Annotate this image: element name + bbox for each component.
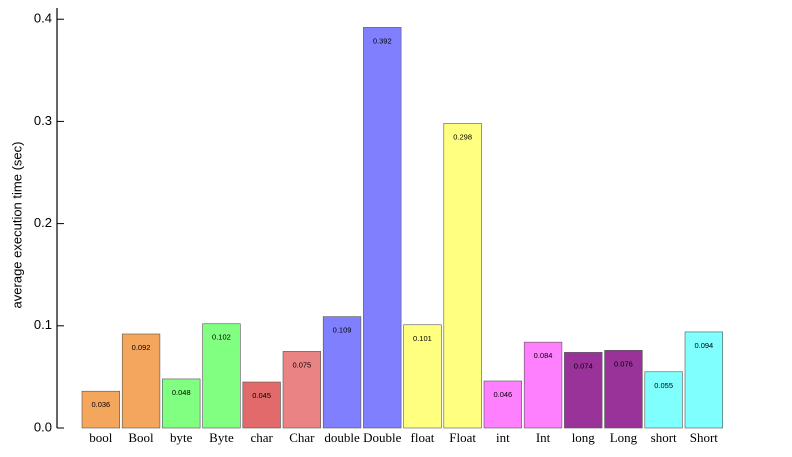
value-label: 0.109 [333, 326, 352, 335]
x-tick-label: Byte [209, 430, 234, 445]
bar [242, 381, 281, 429]
x-tick-label: short [651, 430, 677, 445]
x-tick-label: double [324, 430, 360, 445]
x-tick-label: Bool [128, 430, 154, 445]
bar [483, 380, 523, 429]
value-label: 0.076 [614, 359, 633, 368]
value-label: 0.075 [292, 360, 311, 369]
value-label: 0.045 [252, 391, 271, 400]
value-label: 0.102 [212, 333, 231, 342]
x-tick-label: Short [690, 430, 719, 445]
bar [282, 351, 322, 429]
value-label: 0.048 [172, 388, 191, 397]
bar [443, 123, 482, 429]
bar [523, 341, 563, 429]
bar [162, 378, 201, 429]
x-tick-label: char [250, 430, 273, 445]
value-label: 0.036 [91, 400, 110, 409]
y-tick-label: 0.4 [34, 11, 52, 26]
bar [322, 316, 362, 429]
value-label: 0.084 [534, 351, 553, 360]
value-label: 0.392 [373, 36, 392, 45]
bar [363, 27, 402, 429]
bar [604, 350, 643, 429]
y-axis-label: average execution time (sec) [9, 142, 24, 309]
y-tick-label: 0.2 [34, 215, 52, 230]
bar [644, 371, 683, 429]
x-tick-label: long [572, 430, 596, 445]
x-tick-label: Double [363, 430, 402, 445]
x-tick-label: Char [289, 430, 315, 445]
bar [202, 323, 241, 429]
value-label: 0.074 [574, 361, 593, 370]
x-tick-label: int [496, 430, 510, 445]
y-tick-label: 0.1 [34, 317, 52, 332]
value-label: 0.298 [453, 132, 472, 141]
x-tick-label: Long [610, 430, 638, 445]
y-tick-label: 0.0 [34, 419, 52, 434]
x-tick-label: Int [536, 430, 551, 445]
x-tick-label: float [411, 430, 435, 445]
bar [684, 331, 724, 429]
bar [564, 352, 603, 429]
bar [81, 390, 121, 429]
bar [403, 324, 442, 429]
bar [121, 333, 161, 429]
x-tick-label: Float [449, 430, 476, 445]
value-label: 0.092 [132, 343, 151, 352]
value-label: 0.046 [493, 390, 512, 399]
x-tick-label: bool [89, 430, 113, 445]
value-label: 0.055 [654, 381, 673, 390]
value-label: 0.101 [413, 334, 432, 343]
value-label: 0.094 [694, 341, 713, 350]
x-tick-label: byte [170, 430, 193, 445]
y-tick-label: 0.3 [34, 113, 52, 128]
